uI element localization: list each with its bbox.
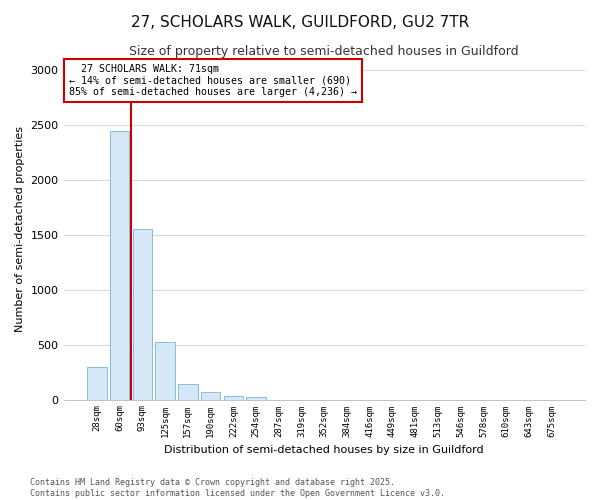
Text: 27 SCHOLARS WALK: 71sqm
← 14% of semi-detached houses are smaller (690)
85% of s: 27 SCHOLARS WALK: 71sqm ← 14% of semi-de…	[69, 64, 357, 98]
Bar	[87, 366, 107, 400]
X-axis label: Distribution of semi-detached houses by size in Guildford: Distribution of semi-detached houses by …	[164, 445, 484, 455]
Bar	[133, 230, 152, 400]
Y-axis label: Number of semi-detached properties: Number of semi-detached properties	[15, 126, 25, 332]
Bar	[155, 342, 175, 400]
Bar	[110, 130, 130, 400]
Bar	[247, 398, 266, 400]
Bar	[178, 384, 197, 400]
Text: 27, SCHOLARS WALK, GUILDFORD, GU2 7TR: 27, SCHOLARS WALK, GUILDFORD, GU2 7TR	[131, 15, 469, 30]
Bar	[201, 392, 220, 400]
Title: Size of property relative to semi-detached houses in Guildford: Size of property relative to semi-detach…	[130, 45, 519, 58]
Bar	[224, 396, 243, 400]
Text: Contains HM Land Registry data © Crown copyright and database right 2025.
Contai: Contains HM Land Registry data © Crown c…	[30, 478, 445, 498]
